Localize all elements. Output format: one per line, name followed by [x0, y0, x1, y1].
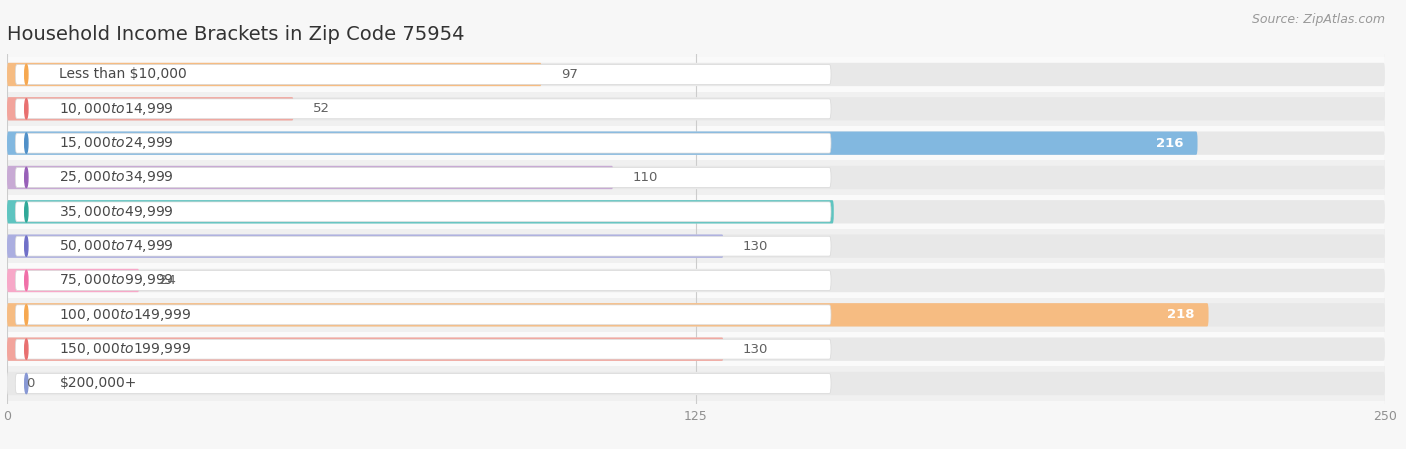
FancyBboxPatch shape [7, 63, 1385, 86]
Text: Less than $10,000: Less than $10,000 [59, 67, 187, 81]
FancyBboxPatch shape [7, 97, 294, 120]
FancyBboxPatch shape [15, 374, 831, 393]
Text: Source: ZipAtlas.com: Source: ZipAtlas.com [1251, 13, 1385, 26]
FancyBboxPatch shape [7, 200, 834, 224]
Text: $100,000 to $149,999: $100,000 to $149,999 [59, 307, 191, 323]
FancyBboxPatch shape [7, 372, 1385, 395]
FancyBboxPatch shape [15, 133, 831, 153]
Text: $15,000 to $24,999: $15,000 to $24,999 [59, 135, 174, 151]
Circle shape [25, 99, 28, 119]
Text: $10,000 to $14,999: $10,000 to $14,999 [59, 101, 174, 117]
FancyBboxPatch shape [7, 338, 724, 361]
Text: 216: 216 [1156, 136, 1184, 150]
Circle shape [25, 305, 28, 325]
Circle shape [25, 270, 28, 291]
FancyBboxPatch shape [7, 269, 139, 292]
FancyBboxPatch shape [15, 65, 831, 84]
Text: 97: 97 [561, 68, 578, 81]
FancyBboxPatch shape [7, 269, 1385, 292]
Bar [7, 92, 1385, 126]
Bar [7, 160, 1385, 195]
FancyBboxPatch shape [15, 339, 831, 359]
FancyBboxPatch shape [15, 305, 831, 325]
FancyBboxPatch shape [7, 338, 1385, 361]
FancyBboxPatch shape [7, 97, 1385, 120]
Text: $25,000 to $34,999: $25,000 to $34,999 [59, 169, 174, 185]
FancyBboxPatch shape [15, 99, 831, 119]
Text: 130: 130 [742, 343, 768, 356]
Text: 52: 52 [314, 102, 330, 115]
Text: Household Income Brackets in Zip Code 75954: Household Income Brackets in Zip Code 75… [7, 25, 464, 44]
Bar [7, 195, 1385, 229]
Text: 218: 218 [1167, 308, 1195, 321]
FancyBboxPatch shape [15, 271, 831, 291]
Bar [7, 366, 1385, 401]
FancyBboxPatch shape [15, 236, 831, 256]
Circle shape [25, 133, 28, 153]
Bar [7, 57, 1385, 92]
Circle shape [25, 202, 28, 222]
Text: $150,000 to $199,999: $150,000 to $199,999 [59, 341, 191, 357]
FancyBboxPatch shape [7, 200, 1385, 224]
Bar [7, 229, 1385, 263]
Circle shape [25, 374, 28, 394]
Bar [7, 263, 1385, 298]
FancyBboxPatch shape [15, 167, 831, 187]
FancyBboxPatch shape [7, 166, 1385, 189]
FancyBboxPatch shape [7, 132, 1198, 155]
Text: 24: 24 [159, 274, 176, 287]
Text: $75,000 to $99,999: $75,000 to $99,999 [59, 273, 174, 289]
Circle shape [25, 167, 28, 188]
Text: 130: 130 [742, 240, 768, 253]
Text: 0: 0 [27, 377, 35, 390]
FancyBboxPatch shape [7, 234, 1385, 258]
FancyBboxPatch shape [7, 166, 613, 189]
FancyBboxPatch shape [7, 303, 1385, 326]
FancyBboxPatch shape [7, 63, 541, 86]
Text: $50,000 to $74,999: $50,000 to $74,999 [59, 238, 174, 254]
FancyBboxPatch shape [7, 234, 724, 258]
Text: $35,000 to $49,999: $35,000 to $49,999 [59, 204, 174, 220]
Bar [7, 126, 1385, 160]
Circle shape [25, 339, 28, 359]
Circle shape [25, 236, 28, 256]
Text: 150: 150 [793, 205, 820, 218]
FancyBboxPatch shape [7, 303, 1209, 326]
FancyBboxPatch shape [7, 132, 1385, 155]
Circle shape [25, 64, 28, 84]
Text: 110: 110 [633, 171, 658, 184]
Bar [7, 298, 1385, 332]
Bar [7, 332, 1385, 366]
Text: $200,000+: $200,000+ [59, 377, 136, 391]
FancyBboxPatch shape [15, 202, 831, 222]
